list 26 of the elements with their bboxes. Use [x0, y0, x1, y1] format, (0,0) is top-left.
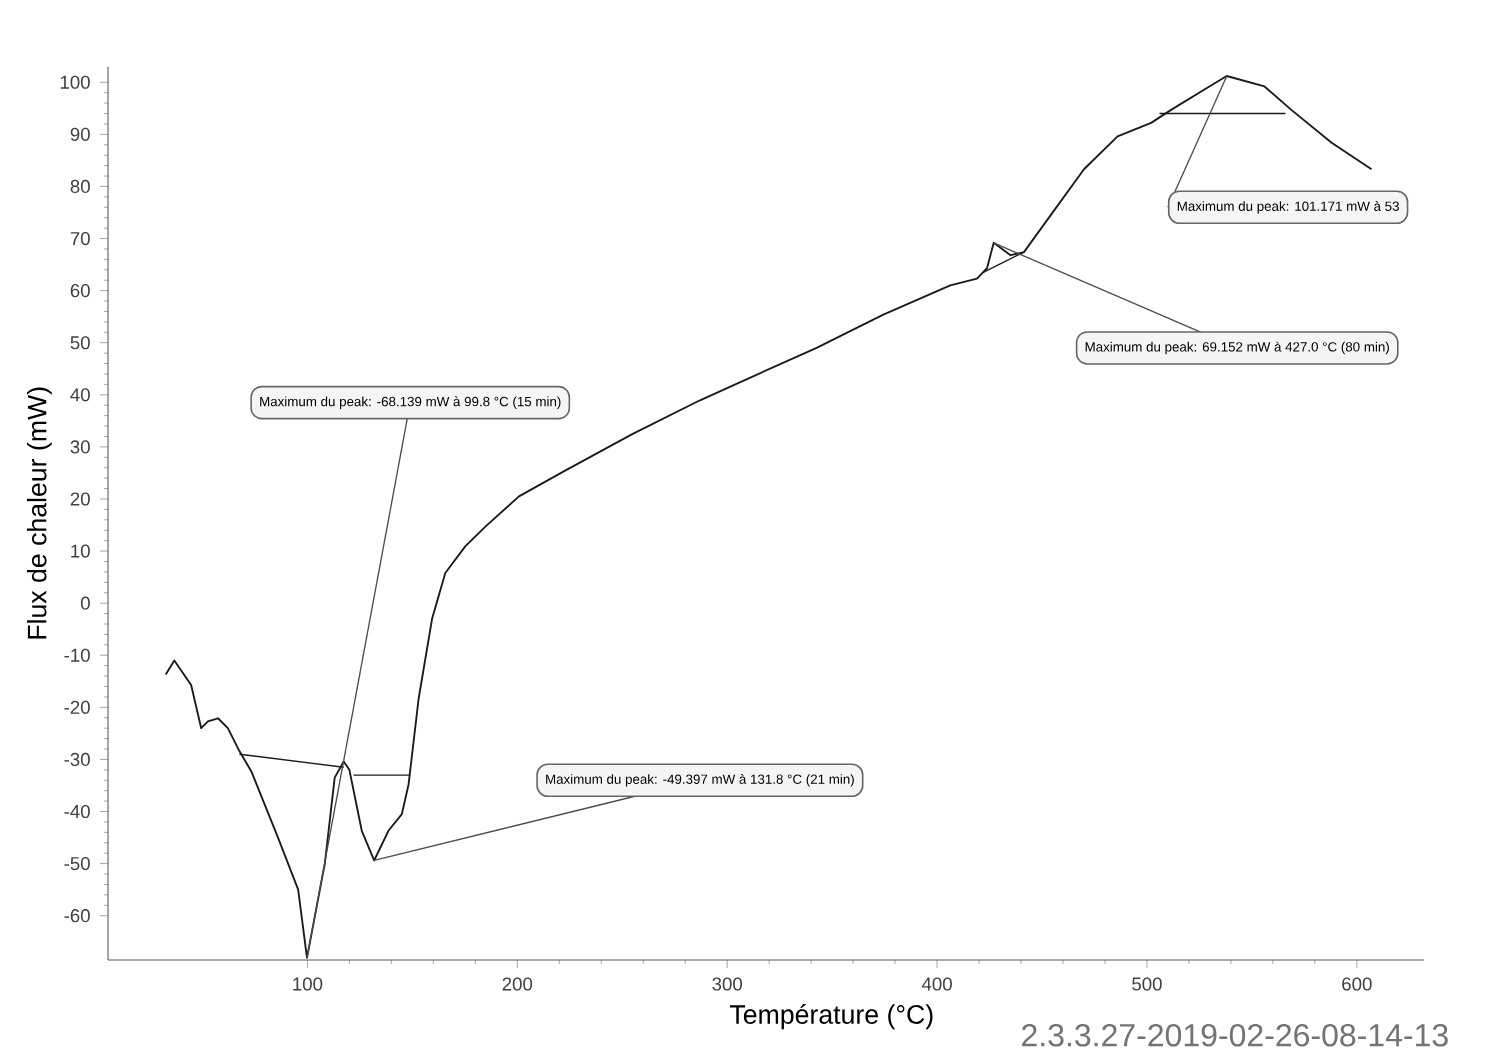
- y-tick-label: 90: [70, 127, 90, 141]
- y-tick-label: 60: [70, 284, 90, 298]
- y-tick-label: -10: [64, 648, 90, 662]
- y-tick-label: 20: [70, 492, 90, 506]
- x-tick-label: 500: [1132, 977, 1162, 991]
- y-tick-label: 10: [71, 544, 90, 558]
- x-axis-title: Température (°C): [730, 1004, 933, 1030]
- y-tick-label: -40: [64, 804, 90, 819]
- text: 2.3.3.27-2019-02-26-08-14-13: [1022, 1023, 1448, 1047]
- y-tick-label: 40: [70, 388, 90, 402]
- x-tick-label: 600: [1342, 977, 1372, 991]
- y-tick-label: 30: [70, 440, 90, 454]
- x-tick-label: 100: [293, 977, 323, 991]
- x-tick-label: 200: [502, 977, 533, 991]
- y-axis-title: Flux de chaleur (mW): [26, 387, 52, 639]
- y-tick-label: -50: [64, 857, 90, 871]
- y-tick-label: 0: [80, 596, 90, 610]
- x-tick-label: 400: [921, 977, 952, 991]
- y-tick-label: -20: [64, 700, 90, 714]
- y-tick-label: -60: [64, 909, 90, 923]
- y-tick-label: 70: [70, 231, 90, 246]
- y-tick-label: 50: [70, 336, 90, 350]
- y-tick-label: 100: [60, 75, 90, 89]
- x-tick-label: 300: [712, 977, 743, 991]
- y-tick-label: -30: [64, 752, 90, 767]
- y-tick-label: 80: [70, 179, 90, 194]
